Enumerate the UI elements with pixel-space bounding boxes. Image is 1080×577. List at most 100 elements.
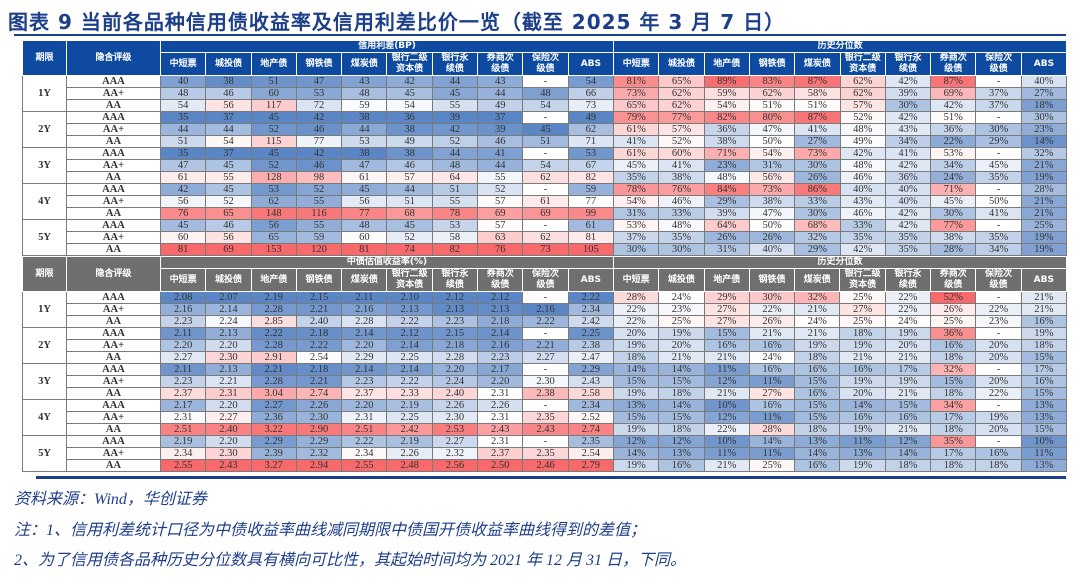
column-header-label: 中短票: [622, 274, 650, 285]
spread-cell: -: [522, 75, 569, 88]
spread-cell: -: [522, 111, 569, 124]
yield-cell: 2.20: [205, 339, 252, 352]
column-header-label: ABS: [1033, 58, 1055, 69]
spread-cell: 56: [341, 195, 388, 208]
yield-cell: 2.24: [431, 375, 479, 388]
percentile-cell: 20%: [612, 327, 660, 340]
percentile-cell: 30%: [1020, 111, 1068, 124]
yield-cell: 2.74: [567, 423, 614, 436]
spread-cell: 74: [386, 243, 433, 256]
yield-cell: 2.22: [250, 327, 297, 340]
table-row: 5Y AAA 45 46 56 55 48 45 53 57-61 53% 48% 64% 50% 68% 3…: [22, 219, 1068, 256]
percentile-cell: 22%: [748, 303, 796, 316]
table-row: AA 81 69 153 120 81 74 82 76 73 105 30% 30% 31% 40% 29%…: [23, 243, 1068, 256]
percentile-cell: 25%: [748, 459, 796, 472]
percentile-cell: 17%: [1020, 363, 1068, 376]
yield-cell: 2.07: [205, 291, 252, 304]
spread-cell: 54: [522, 159, 569, 172]
spread-cell: 81: [341, 243, 388, 256]
spread-cell: 128: [250, 171, 297, 184]
percentile-cell: 21%: [794, 303, 841, 316]
column-header-pct-1: 城投债: [658, 52, 705, 76]
yield-cell: 2.40: [205, 423, 252, 436]
percentile-cell: 47%: [748, 123, 796, 136]
column-header-pct-4: 煤炭债: [794, 52, 841, 76]
column-header-pct-4: 煤炭债: [794, 268, 841, 292]
percentile-cell: 36%: [884, 171, 932, 184]
percentile-cell: 33%: [839, 219, 886, 232]
percentile-cell: 24%: [884, 315, 932, 328]
percentile-cell: 29%: [703, 195, 750, 208]
percentile-cell: 16%: [1020, 375, 1068, 388]
spread-cell: 64: [431, 171, 479, 184]
spread-cell: 48: [341, 87, 388, 100]
percentile-cell: -: [975, 291, 1022, 304]
yield-cell: 2.53: [431, 423, 479, 436]
percentile-cell: 25%: [930, 315, 977, 328]
spread-cell: 61: [159, 171, 207, 184]
yield-cell: 2.34: [567, 399, 614, 412]
percentile-cell: 35%: [839, 231, 886, 244]
percentile-cell: 11%: [748, 375, 796, 388]
percentile-cell: 16%: [930, 339, 977, 352]
percentile-cell: 15%: [658, 411, 705, 424]
percentile-cell: 31%: [748, 159, 796, 172]
percentile-cell: 14%: [839, 399, 886, 412]
column-header-label: 城投债: [667, 274, 695, 285]
column-header-label: ABS: [1033, 274, 1054, 285]
yield-cell: 2.16: [341, 303, 388, 316]
percentile-cell: 83%: [748, 75, 796, 88]
percentile-cell: 11%: [1020, 447, 1068, 460]
percentile-cell: 51%: [930, 111, 977, 124]
percentile-cell: 22%: [884, 303, 932, 316]
percentile-cell: 64%: [703, 219, 750, 232]
percentile-cell: 35%: [613, 171, 660, 184]
spread-cell: 49: [386, 135, 433, 148]
yield-cell: 2.13: [477, 303, 524, 316]
percentile-cell: 56%: [748, 171, 796, 184]
percentile-cell: 68%: [794, 219, 841, 232]
column-header-pct-0: 中短票: [612, 268, 660, 292]
percentile-cell: 12%: [658, 435, 705, 448]
spread-cell: 52: [477, 183, 524, 196]
percentile-cell: 19%: [658, 327, 705, 340]
yield-cell: 2.19: [386, 399, 433, 412]
percentile-cell: 26%: [748, 315, 796, 328]
percentile-cell: 13%: [1020, 459, 1068, 472]
yield-cell: 2.21: [522, 339, 569, 352]
percentile-cell: 32%: [794, 231, 841, 244]
percentile-cell: 15%: [794, 399, 841, 412]
spread-cell: 47: [159, 159, 207, 172]
percentile-cell: 16%: [839, 411, 886, 424]
spread-cell: 53: [341, 135, 388, 148]
percentile-cell: 11%: [703, 363, 750, 376]
percentile-cell: -: [975, 75, 1022, 88]
yield-cell: 2.25: [567, 327, 614, 340]
column-header-pct-8: 保险次 级债: [975, 52, 1022, 76]
percentile-cell: 16%: [794, 363, 841, 376]
percentile-cell: 62%: [748, 87, 796, 100]
yield-cell: 2.11: [159, 363, 207, 376]
percentile-cell: 22%: [703, 423, 750, 436]
column-header-label: 级债: [536, 280, 555, 290]
yield-cell: 2.20: [341, 399, 388, 412]
percentile-cell: 15%: [658, 375, 705, 388]
percentile-cell: 30%: [794, 207, 841, 220]
percentile-cell: 19%: [1020, 231, 1068, 244]
table-row: 5Y AAA 2.19 2.20 2.29 2.29 2.22 2.19 2.27 2.31-2.…: [22, 435, 1068, 472]
percentile-cell: 26%: [748, 231, 796, 244]
spread-cell: 45: [431, 87, 479, 100]
column-header-label: 中短票: [169, 274, 197, 285]
spread-cell: 51: [386, 195, 433, 208]
yield-cell: 2.16: [477, 339, 524, 352]
yield-cell: 2.18: [295, 327, 343, 340]
rating-cell: AA+: [66, 87, 161, 100]
spread-cell: 52: [205, 195, 252, 208]
yield-cell: 2.31: [477, 387, 524, 400]
percentile-cell: 81%: [613, 75, 660, 88]
percentile-cell: 27%: [839, 303, 886, 316]
yield-cell: 2.31: [159, 411, 207, 424]
yield-cell: 2.74: [295, 387, 343, 400]
column-header-label: 续债: [445, 64, 464, 74]
column-header-value-5: 银行二级 资本债: [386, 268, 433, 292]
